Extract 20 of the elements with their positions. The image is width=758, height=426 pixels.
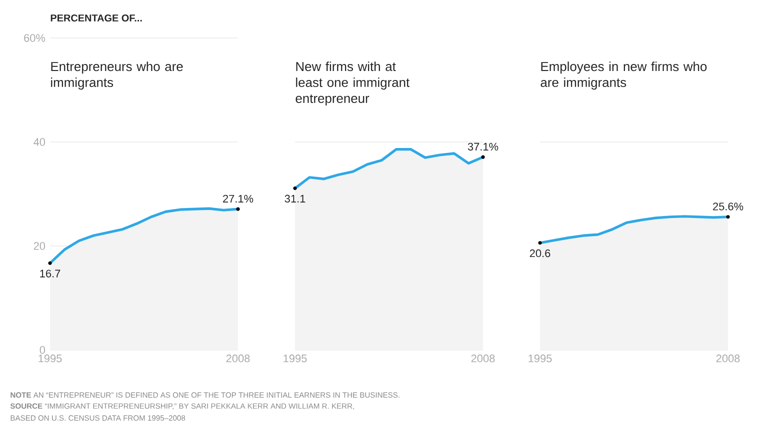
data-label: 20.6 [530,249,550,258]
x-tick-label: 2008 [471,354,495,362]
data-label: 37.1% [468,142,498,151]
y-tick-label: 40 [34,138,46,146]
x-tick-label: 1995 [38,354,62,362]
data-label: 25.6% [713,202,744,210]
y-tick-label: 0 [40,346,46,354]
text: New firms with at least one immigrant entrepreneur [296,62,410,106]
text: Employees in new firms who are immigrants [540,62,707,90]
chart-title: PERCENTAGE OF... [50,14,142,22]
x-tick-label: 1995 [528,354,552,362]
x-tick-label: 2008 [226,354,250,362]
x-tick-label: 1995 [284,354,307,362]
y-tick-label: 20 [34,242,46,250]
y-tick-label: 60% [24,34,46,42]
data-label: 31.1 [284,194,306,203]
text: Entrepreneurs who are immigrants [51,62,183,90]
data-label: 16.7 [40,270,60,278]
x-tick-label: 2008 [716,354,740,362]
data-label: 27.1% [223,194,254,203]
